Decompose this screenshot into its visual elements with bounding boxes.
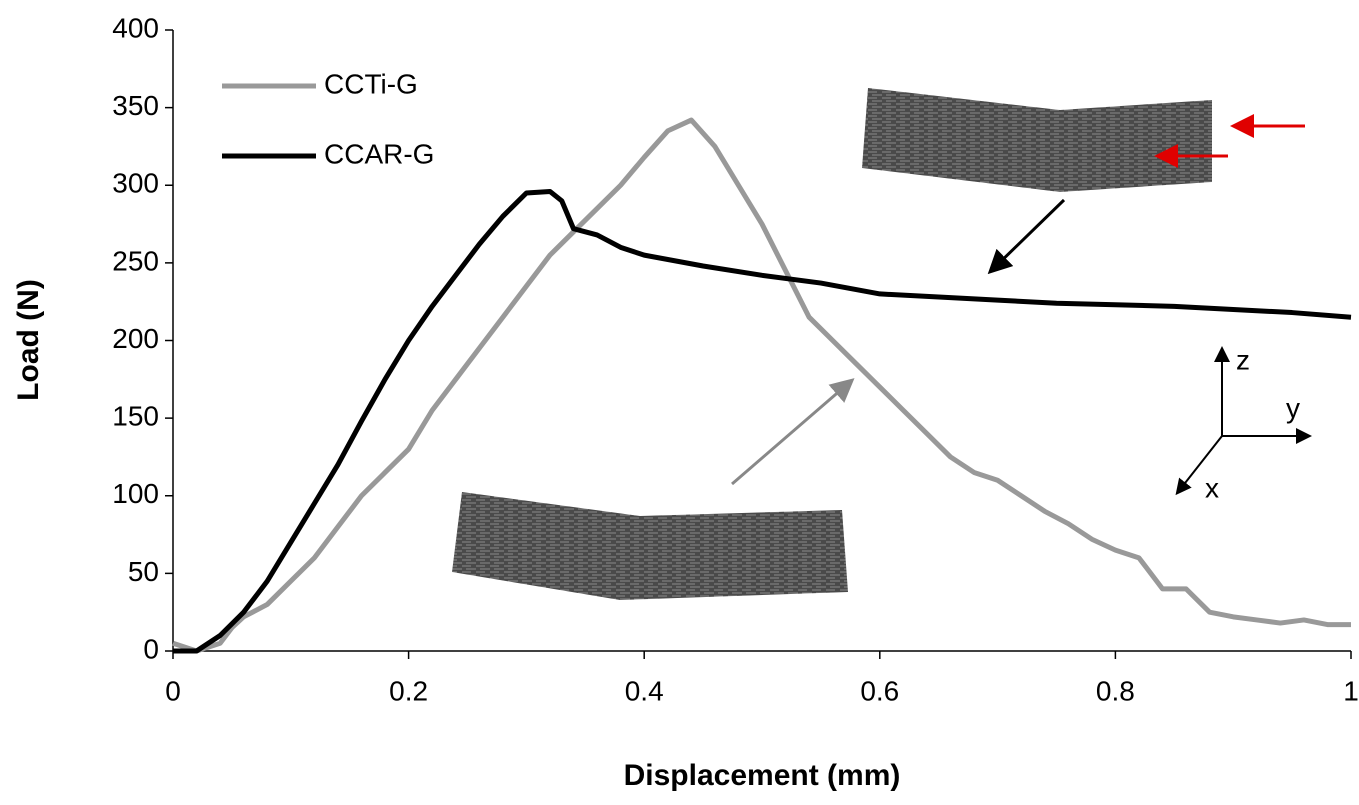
y-tick-label: 50 bbox=[128, 556, 159, 587]
y-tick-label: 250 bbox=[112, 245, 159, 276]
annotation: x bbox=[1205, 472, 1219, 503]
x-tick-label: 0.4 bbox=[625, 675, 664, 706]
arrow bbox=[731, 114, 1312, 496]
series-line bbox=[172, 117, 1351, 654]
legend-label: CCTi-G bbox=[324, 68, 418, 99]
x-tick-label: 0.6 bbox=[860, 675, 899, 706]
x-tick-label: 0.8 bbox=[1096, 675, 1135, 706]
legend-label: CCAR-G bbox=[324, 138, 434, 169]
y-tick-label: 150 bbox=[112, 401, 159, 432]
y-tick-label: 300 bbox=[112, 168, 159, 199]
series-line bbox=[173, 188, 1352, 654]
annotation: y bbox=[1286, 392, 1300, 423]
y-axis-title: Load (N) bbox=[12, 279, 45, 401]
y-tick-label: 0 bbox=[143, 633, 159, 664]
x-tick-label: 0 bbox=[165, 675, 181, 706]
specimen-photo bbox=[452, 88, 1212, 600]
y-tick-label: 350 bbox=[112, 90, 159, 121]
x-axis-title: Displacement (mm) bbox=[624, 759, 901, 792]
y-tick-label: 400 bbox=[112, 12, 159, 43]
x-tick-label: 0.2 bbox=[389, 675, 428, 706]
y-tick-label: 200 bbox=[112, 323, 159, 354]
y-tick-label: 100 bbox=[112, 478, 159, 509]
annotation: z bbox=[1236, 344, 1250, 375]
x-tick-label: 1 bbox=[1343, 675, 1359, 706]
